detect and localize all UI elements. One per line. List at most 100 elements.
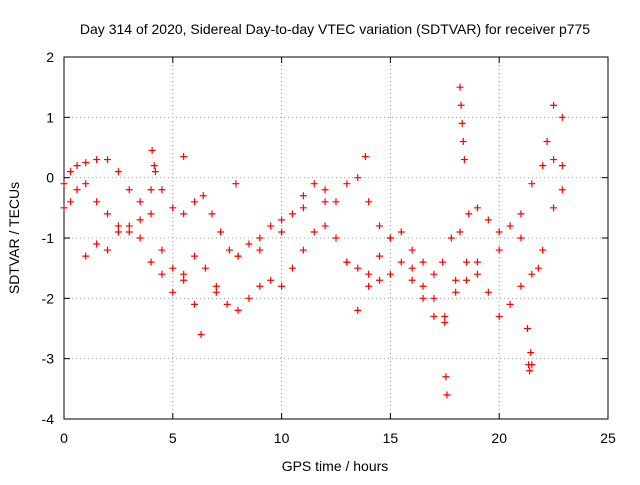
data-point — [517, 234, 525, 242]
data-point — [147, 210, 155, 218]
data-point — [526, 367, 534, 375]
data-point — [299, 204, 307, 212]
data-point — [180, 153, 188, 161]
data-point — [550, 204, 558, 212]
data-point — [82, 159, 90, 167]
data-point — [386, 270, 394, 278]
data-point — [60, 180, 68, 188]
data-point — [376, 252, 384, 260]
data-point — [256, 282, 264, 290]
data-point — [256, 234, 264, 242]
y-tick-label: 0 — [46, 170, 54, 186]
data-point — [180, 276, 188, 284]
data-point — [441, 318, 449, 326]
data-point — [539, 246, 547, 254]
data-point — [225, 246, 233, 254]
data-point — [60, 204, 68, 212]
data-point — [484, 288, 492, 296]
data-point — [558, 162, 566, 170]
data-point — [419, 258, 427, 266]
data-point — [354, 264, 362, 272]
axis-ticks: 0 5 10 15 20 25 -4 -3 -2 -1 0 1 2 — [42, 49, 616, 446]
data-point — [495, 312, 503, 320]
data-point — [463, 258, 471, 266]
data-point — [506, 300, 514, 308]
data-point — [158, 186, 166, 194]
data-point — [73, 162, 81, 170]
data-point — [495, 228, 503, 236]
x-tick-label: 0 — [60, 430, 68, 446]
data-point — [408, 246, 416, 254]
data-point — [473, 258, 481, 266]
data-point — [267, 276, 275, 284]
data-point — [365, 198, 373, 206]
data-point — [158, 270, 166, 278]
data-point — [506, 222, 514, 230]
data-point — [104, 156, 112, 164]
data-point — [443, 391, 451, 399]
data-point — [457, 101, 465, 109]
data-point — [550, 156, 558, 164]
data-point — [299, 246, 307, 254]
data-point — [332, 234, 340, 242]
data-point — [430, 312, 438, 320]
data-point — [169, 204, 177, 212]
data-point — [223, 300, 231, 308]
y-tick-label: 1 — [46, 109, 54, 125]
data-point — [386, 234, 394, 242]
data-point — [465, 210, 473, 218]
data-point — [473, 204, 481, 212]
data-point — [125, 222, 133, 230]
data-point — [452, 288, 460, 296]
data-point — [408, 276, 416, 284]
data-point — [495, 246, 503, 254]
y-axis-label: SDTVAR / TECUs — [6, 182, 22, 294]
data-point — [278, 216, 286, 224]
data-point — [125, 186, 133, 194]
data-point — [288, 210, 296, 218]
data-point — [376, 222, 384, 230]
data-point — [125, 228, 133, 236]
data-point — [217, 228, 225, 236]
data-point — [459, 137, 467, 145]
data-point — [343, 258, 351, 266]
data-point — [147, 258, 155, 266]
data-point — [197, 331, 205, 339]
data-point — [104, 246, 112, 254]
data-point — [310, 180, 318, 188]
data-point — [82, 252, 90, 260]
data-point — [93, 156, 101, 164]
data-point — [441, 312, 449, 320]
data-point — [288, 264, 296, 272]
data-point — [332, 198, 340, 206]
data-point — [104, 210, 112, 218]
data-point — [452, 276, 460, 284]
data-point — [365, 270, 373, 278]
data-point — [278, 228, 286, 236]
data-point — [158, 246, 166, 254]
data-point — [234, 252, 242, 260]
data-point — [361, 153, 369, 161]
data-point — [232, 180, 240, 188]
data-point — [191, 300, 199, 308]
data-point — [484, 216, 492, 224]
data-point — [321, 222, 329, 230]
data-point — [256, 246, 264, 254]
data-point — [534, 264, 542, 272]
data-point — [180, 270, 188, 278]
data-point — [82, 180, 90, 188]
x-axis-label: GPS time / hours — [282, 458, 389, 474]
data-point — [463, 276, 471, 284]
data-point — [456, 228, 464, 236]
data-point — [299, 192, 307, 200]
data-point — [136, 234, 144, 242]
y-tick-label: -1 — [42, 230, 55, 246]
data-point — [199, 192, 207, 200]
data-point — [558, 113, 566, 121]
data-point — [321, 186, 329, 194]
data-point — [234, 306, 242, 314]
data-point — [517, 210, 525, 218]
data-point — [201, 264, 209, 272]
data-point — [67, 168, 75, 176]
data-point — [147, 186, 155, 194]
